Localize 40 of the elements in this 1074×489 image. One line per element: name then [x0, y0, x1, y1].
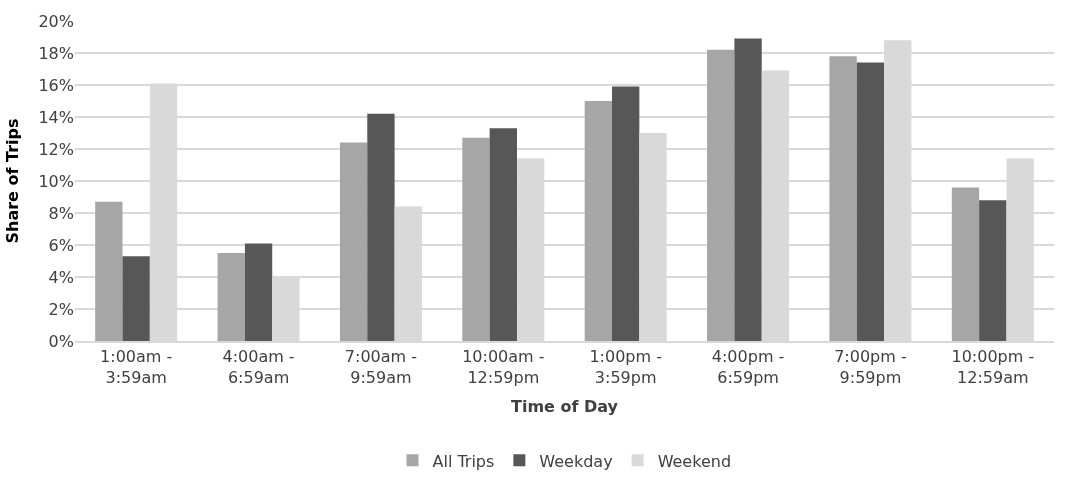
bar — [122, 256, 150, 341]
bar — [612, 86, 640, 341]
bar — [244, 243, 273, 341]
bar — [95, 201, 123, 341]
x-tick-label: 4:00am - 6:59am — [222, 347, 295, 387]
bar — [489, 128, 517, 341]
y-tick-label: 8% — [48, 203, 74, 223]
bar — [734, 38, 762, 341]
x-tick-label: 4:00pm - 6:59pm — [711, 347, 785, 387]
legend-label: All Trips — [432, 451, 495, 471]
y-tick-label: 0% — [48, 331, 74, 351]
y-tick-label: 2% — [48, 299, 74, 319]
y-tick-label: 4% — [48, 267, 74, 287]
x-tick-label: 10:00pm - 12:59am — [951, 347, 1035, 387]
y-tick-label: 18% — [38, 43, 74, 63]
x-tick-label: 1:00am - 3:59am — [100, 347, 173, 387]
x-tick-label: 10:00am - 12:59pm — [462, 347, 545, 387]
y-tick-label: 6% — [48, 235, 74, 255]
y-tick-label: 14% — [38, 107, 74, 127]
bar — [951, 187, 980, 341]
x-axis-title: Time of Day — [510, 397, 619, 417]
x-tick-label: 7:00am - 9:59am — [344, 347, 418, 387]
bar — [856, 62, 885, 341]
legend-label: Weekday — [539, 451, 613, 471]
bar — [367, 113, 395, 341]
bar — [217, 253, 245, 341]
y-tick-label: 20% — [38, 11, 74, 31]
y-tick-label: 10% — [38, 171, 74, 191]
bar — [462, 137, 490, 341]
legend-label: Weekend — [657, 451, 732, 471]
y-axis-title: Share of Trips — [3, 118, 23, 244]
y-tick-label: 16% — [38, 75, 74, 95]
bar — [707, 49, 735, 341]
x-tick-label: 1:00pm - 3:59pm — [589, 347, 662, 387]
bar — [584, 101, 613, 341]
bar — [339, 142, 368, 341]
bar — [829, 56, 857, 341]
x-tick-label: 7:00pm - 9:59pm — [834, 347, 907, 387]
bar — [979, 200, 1007, 341]
y-tick-label: 12% — [38, 139, 74, 159]
